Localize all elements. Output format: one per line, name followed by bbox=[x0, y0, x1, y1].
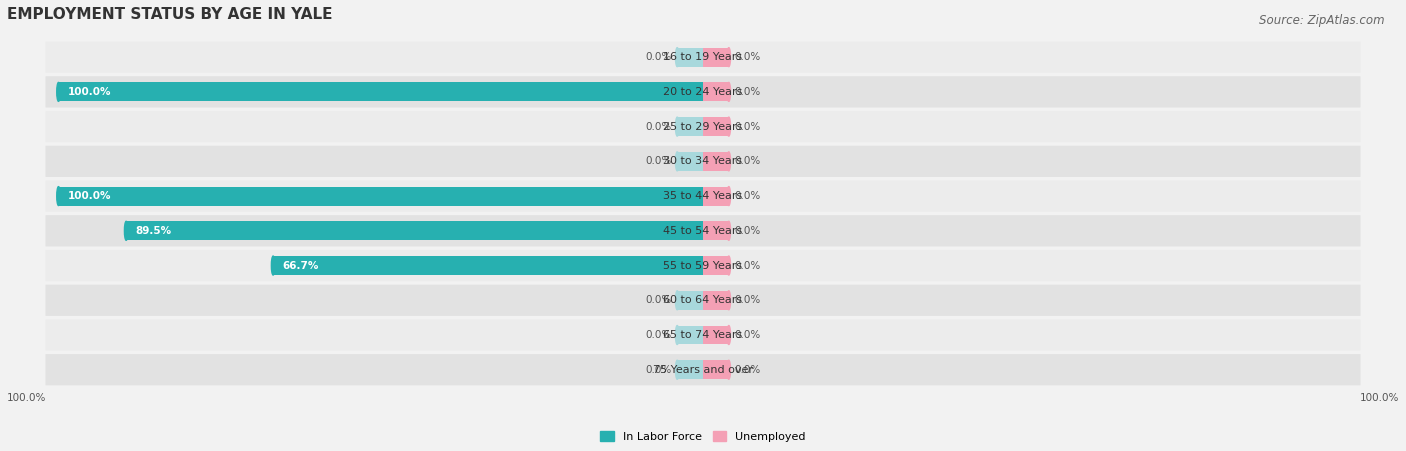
Circle shape bbox=[675, 152, 679, 171]
Bar bbox=[703, 117, 728, 136]
Bar bbox=[703, 48, 728, 67]
Bar bbox=[703, 360, 728, 379]
Circle shape bbox=[727, 221, 731, 240]
Circle shape bbox=[727, 152, 731, 171]
Circle shape bbox=[675, 117, 679, 136]
Text: 0.0%: 0.0% bbox=[734, 191, 761, 201]
Text: 0.0%: 0.0% bbox=[645, 122, 672, 132]
FancyBboxPatch shape bbox=[45, 285, 1361, 316]
FancyBboxPatch shape bbox=[45, 41, 1361, 73]
Circle shape bbox=[675, 291, 679, 310]
Bar bbox=[703, 291, 728, 310]
Circle shape bbox=[727, 256, 731, 275]
Text: 0.0%: 0.0% bbox=[645, 52, 672, 62]
Text: 100.0%: 100.0% bbox=[67, 191, 111, 201]
Bar bbox=[703, 152, 728, 171]
Text: 0.0%: 0.0% bbox=[645, 365, 672, 375]
Circle shape bbox=[675, 326, 679, 345]
Text: 30 to 34 Years: 30 to 34 Years bbox=[664, 156, 742, 166]
Bar bbox=[127, 221, 703, 240]
Text: 0.0%: 0.0% bbox=[734, 261, 761, 271]
Bar bbox=[678, 152, 703, 171]
Text: Source: ZipAtlas.com: Source: ZipAtlas.com bbox=[1260, 14, 1385, 27]
Text: 60 to 64 Years: 60 to 64 Years bbox=[664, 295, 742, 305]
Text: 0.0%: 0.0% bbox=[734, 87, 761, 97]
Circle shape bbox=[124, 221, 128, 240]
Text: 100.0%: 100.0% bbox=[7, 393, 46, 403]
Bar bbox=[273, 256, 703, 275]
Text: 0.0%: 0.0% bbox=[734, 330, 761, 340]
Text: 35 to 44 Years: 35 to 44 Years bbox=[664, 191, 742, 201]
FancyBboxPatch shape bbox=[45, 76, 1361, 107]
Bar bbox=[678, 326, 703, 345]
Circle shape bbox=[56, 83, 60, 101]
Text: EMPLOYMENT STATUS BY AGE IN YALE: EMPLOYMENT STATUS BY AGE IN YALE bbox=[7, 7, 332, 22]
Text: 100.0%: 100.0% bbox=[67, 87, 111, 97]
Circle shape bbox=[727, 83, 731, 101]
Circle shape bbox=[727, 48, 731, 67]
Bar bbox=[703, 83, 728, 101]
Bar bbox=[703, 187, 728, 206]
Text: 66.7%: 66.7% bbox=[283, 261, 319, 271]
Circle shape bbox=[271, 256, 276, 275]
Circle shape bbox=[727, 291, 731, 310]
Text: 16 to 19 Years: 16 to 19 Years bbox=[664, 52, 742, 62]
Circle shape bbox=[56, 187, 60, 206]
Text: 0.0%: 0.0% bbox=[645, 295, 672, 305]
Text: 0.0%: 0.0% bbox=[734, 365, 761, 375]
Bar bbox=[678, 360, 703, 379]
FancyBboxPatch shape bbox=[45, 354, 1361, 385]
Text: 0.0%: 0.0% bbox=[734, 122, 761, 132]
Text: 65 to 74 Years: 65 to 74 Years bbox=[664, 330, 742, 340]
Circle shape bbox=[727, 360, 731, 379]
FancyBboxPatch shape bbox=[45, 250, 1361, 281]
Text: 0.0%: 0.0% bbox=[734, 156, 761, 166]
Circle shape bbox=[727, 117, 731, 136]
FancyBboxPatch shape bbox=[45, 319, 1361, 350]
FancyBboxPatch shape bbox=[45, 180, 1361, 212]
Bar bbox=[678, 48, 703, 67]
Text: 75 Years and over: 75 Years and over bbox=[652, 365, 754, 375]
Text: 0.0%: 0.0% bbox=[734, 226, 761, 236]
Text: 0.0%: 0.0% bbox=[734, 52, 761, 62]
Text: 0.0%: 0.0% bbox=[734, 295, 761, 305]
Circle shape bbox=[727, 326, 731, 345]
Bar bbox=[703, 221, 728, 240]
Text: 89.5%: 89.5% bbox=[136, 226, 172, 236]
FancyBboxPatch shape bbox=[45, 215, 1361, 246]
Bar bbox=[703, 326, 728, 345]
Text: 45 to 54 Years: 45 to 54 Years bbox=[664, 226, 742, 236]
Text: 100.0%: 100.0% bbox=[1360, 393, 1399, 403]
Circle shape bbox=[675, 48, 679, 67]
Legend: In Labor Force, Unemployed: In Labor Force, Unemployed bbox=[596, 427, 810, 446]
Bar bbox=[59, 83, 703, 101]
Text: 25 to 29 Years: 25 to 29 Years bbox=[664, 122, 742, 132]
Text: 0.0%: 0.0% bbox=[645, 156, 672, 166]
Text: 0.0%: 0.0% bbox=[645, 330, 672, 340]
Bar bbox=[59, 187, 703, 206]
Text: 20 to 24 Years: 20 to 24 Years bbox=[664, 87, 742, 97]
FancyBboxPatch shape bbox=[45, 111, 1361, 142]
FancyBboxPatch shape bbox=[45, 146, 1361, 177]
Text: 55 to 59 Years: 55 to 59 Years bbox=[664, 261, 742, 271]
Bar bbox=[703, 256, 728, 275]
Bar bbox=[678, 117, 703, 136]
Bar bbox=[678, 291, 703, 310]
Circle shape bbox=[675, 360, 679, 379]
Circle shape bbox=[727, 187, 731, 206]
